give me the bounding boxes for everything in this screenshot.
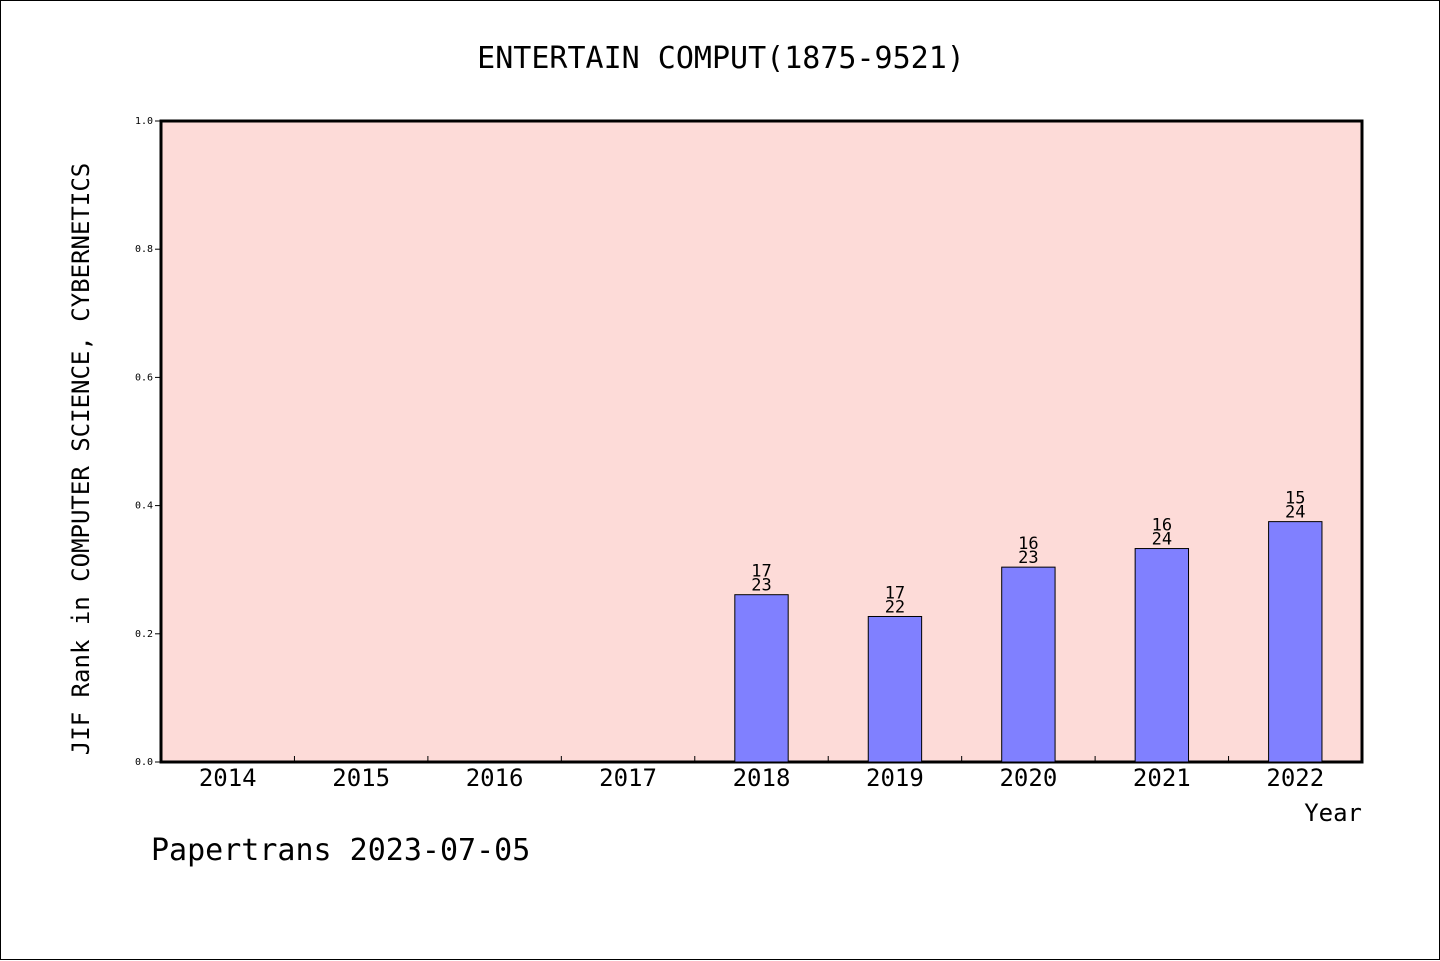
x-tick-label: 2018	[733, 764, 791, 792]
x-tick-label: 2021	[1133, 764, 1191, 792]
x-tick-label: 2019	[866, 764, 924, 792]
x-tick-label: 2015	[332, 764, 390, 792]
bar-rank-label: 17	[751, 562, 771, 582]
y-axis-label: JIF Rank in COMPUTER SCIENCE, CYBERNETIC…	[67, 163, 95, 755]
x-axis-label: Year	[1304, 799, 1362, 827]
x-axis: 2014 2015 2016 2017 2018 2019 2020 2021 2022	[199, 756, 1324, 792]
bar-total-label: 23	[1018, 548, 1038, 568]
bar-total-label: 24	[1152, 530, 1172, 550]
x-tick-label: 2022	[1266, 764, 1324, 792]
bar-total-label: 24	[1285, 503, 1305, 523]
bar-2022	[1268, 521, 1323, 763]
bar-rank-label: 16	[1152, 516, 1172, 536]
bar-2020	[1001, 566, 1056, 763]
bar-total-label: 23	[751, 576, 771, 596]
x-tick-label: 2014	[199, 764, 257, 792]
bar-rank-label: 16	[1018, 534, 1038, 554]
bar-2018	[734, 594, 789, 763]
y-tick-label: 1.0	[135, 116, 153, 127]
bar-total-label: 22	[885, 597, 905, 617]
x-tick-label: 2016	[466, 764, 524, 792]
bar-rank-label: 15	[1285, 489, 1305, 509]
x-tick-label: 2020	[999, 764, 1057, 792]
y-tick-label: 0.4	[135, 501, 153, 512]
bar-rank-label: 17	[885, 583, 905, 603]
bar-2019	[867, 615, 923, 763]
y-axis: 0.0 0.2 0.4 0.6 0.8 1.0	[135, 116, 161, 768]
bar-2021	[1134, 548, 1190, 763]
bar-series	[734, 521, 1323, 763]
x-tick-label: 2017	[599, 764, 657, 792]
chart-title: ENTERTAIN COMPUT(1875-9521)	[477, 41, 965, 76]
y-tick-label: 0.0	[135, 757, 153, 768]
footer-credit: Papertrans 2023-07-05	[151, 833, 531, 868]
y-tick-label: 0.8	[135, 244, 153, 255]
y-tick-label: 0.2	[135, 629, 153, 640]
y-tick-label: 0.6	[135, 372, 153, 383]
